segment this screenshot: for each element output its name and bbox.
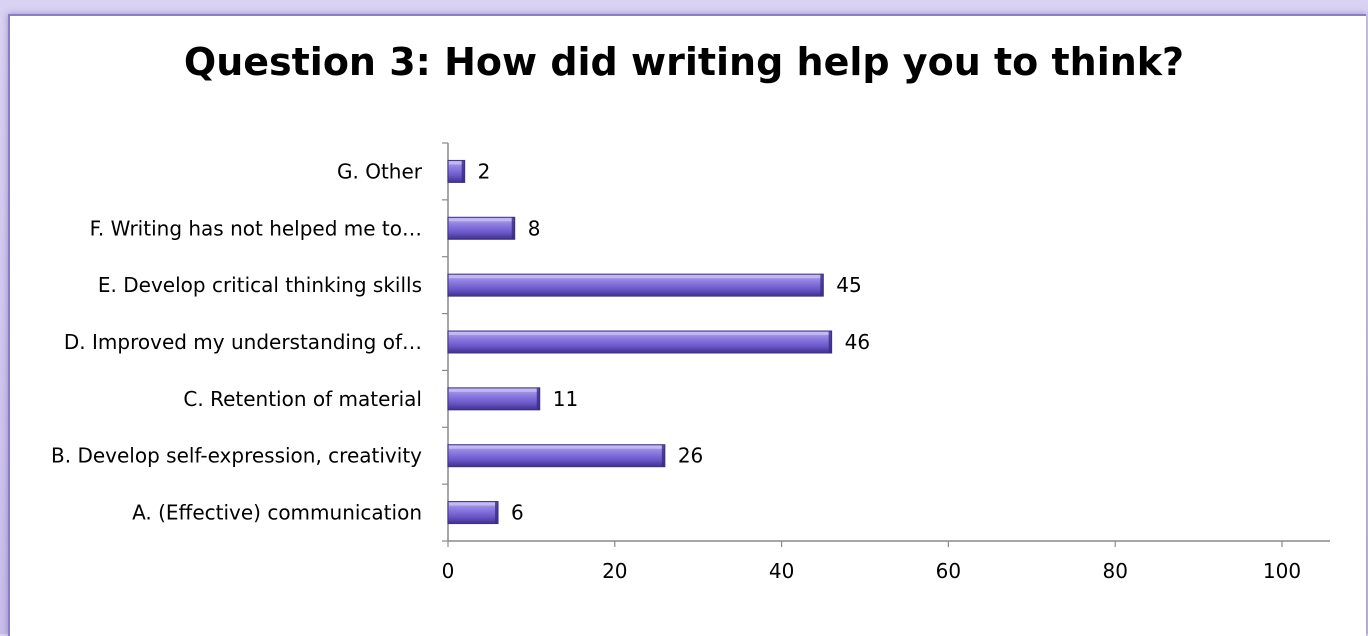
bar-endcap [820,274,824,297]
bar-endcap [536,387,540,410]
bar-highlight [449,388,539,392]
bar [447,387,541,411]
bar-highlight [449,502,498,506]
bar-highlight [449,332,831,335]
data-label: 26 [678,444,703,468]
chart-title: Question 3: How did writing help you to … [183,40,1185,84]
bar-endcap [828,331,832,353]
chart-frame [8,14,1366,636]
x-tick-label: 100 [1263,559,1301,583]
data-label: 45 [836,273,861,297]
category-label: F. Writing has not helped me to… [90,216,422,240]
bar-highlight [449,218,514,222]
x-tick-label: 0 [442,559,455,583]
bar [447,501,499,525]
x-tick-label: 20 [602,559,627,583]
bar-highlight [449,161,464,165]
category-label: E. Develop critical thinking skills [98,273,422,297]
x-tick-label: 40 [769,559,794,583]
category-label: A. (Effective) communication [132,501,422,525]
bar [447,216,516,240]
data-label: 46 [845,330,870,354]
bar [447,159,466,183]
category-label: D. Improved my understanding of… [64,330,422,354]
category-label: B. Develop self-expression, creativity [51,444,422,468]
bar [447,444,666,468]
category-label: C. Retention of material [183,387,422,411]
bar [447,273,824,297]
bar-endcap [461,160,465,183]
bar-endcap [661,444,665,467]
data-label: 6 [511,501,524,525]
data-label: 11 [553,387,578,411]
bar-highlight [449,275,823,279]
category-label: G. Other [337,159,423,183]
x-tick-label: 80 [1102,559,1127,583]
x-tick-label: 60 [936,559,961,583]
bar [447,330,833,354]
bar-highlight [449,445,664,449]
data-label: 8 [528,216,541,240]
bar-endcap [511,217,515,240]
data-label: 2 [478,159,491,183]
bar-endcap [495,501,499,524]
